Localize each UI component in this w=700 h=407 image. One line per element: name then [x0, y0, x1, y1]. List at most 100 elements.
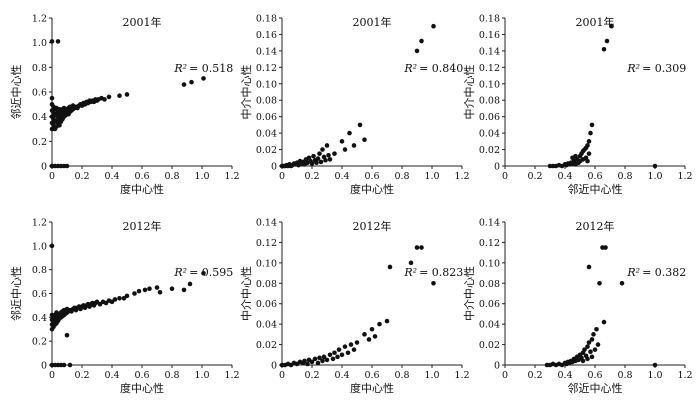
data-point — [181, 287, 187, 293]
panel-title: 2001年 — [123, 15, 162, 29]
data-point — [136, 288, 142, 294]
data-point — [347, 130, 352, 136]
data-point — [305, 361, 310, 367]
data-point — [147, 286, 152, 292]
data-point — [142, 287, 148, 293]
data-point — [201, 76, 206, 81]
data-point — [586, 264, 592, 270]
data-point — [354, 340, 360, 345]
y-tick-label: 0.10 — [479, 79, 500, 90]
data-point — [124, 92, 130, 97]
data-point — [377, 321, 382, 327]
data-point — [604, 38, 610, 44]
y-tick-label: 0.04 — [256, 129, 277, 140]
x-tick-label: 0.2 — [74, 171, 89, 182]
y-tick-label: 0.08 — [256, 96, 277, 107]
r-squared-value: = 0.840 — [419, 62, 463, 75]
data-point — [61, 362, 67, 368]
data-point — [112, 297, 118, 302]
x-tick-label: 0.8 — [617, 370, 632, 381]
data-point — [332, 151, 337, 156]
data-point — [591, 332, 596, 337]
data-point — [362, 332, 367, 337]
x-tick-label: 0.2 — [527, 171, 542, 182]
data-point — [588, 130, 593, 136]
data-point — [603, 245, 608, 250]
data-point — [652, 163, 658, 169]
y-axis-label: 中介中心性 — [462, 266, 476, 321]
y-tick-label: 0.14 — [256, 218, 277, 229]
data-point — [321, 354, 327, 360]
data-point — [55, 39, 61, 44]
data-point — [67, 362, 73, 368]
x-tick-label: 0.4 — [334, 370, 349, 381]
data-point — [201, 270, 206, 276]
y-tick-label: 0.08 — [479, 96, 500, 107]
x-tick-label: 1.0 — [424, 370, 439, 381]
data-point — [431, 23, 436, 29]
panel-title: 2012年 — [353, 219, 392, 233]
data-point — [597, 280, 602, 286]
x-tick-label: 0 — [49, 370, 55, 381]
r-squared-symbol: R² — [626, 266, 640, 279]
y-tick-label: 0.8 — [32, 63, 47, 74]
scatter-panel-1: 0 0.2 0.4 0.6 0.8 1.0 1.2 0 0.2 0.4 0.6 0.8 1.0 1.2 度中… — [9, 14, 240, 197]
data-point — [49, 243, 55, 249]
scatter-panel-6: 0 0.2 0.4 0.6 0.8 1.0 1.2 0 0.02 0.04 0.06 0.08 0.10… — [462, 218, 693, 396]
r-squared-annotation: R² = 0.382 — [626, 266, 686, 279]
y-tick-label: 0.14 — [479, 46, 500, 57]
y-tick-label: 0.6 — [32, 289, 47, 300]
data-point — [320, 147, 325, 152]
y-tick-label: 0.06 — [256, 299, 277, 310]
data-point — [57, 123, 62, 128]
data-point — [351, 143, 357, 148]
x-tick-label: 0.6 — [134, 370, 149, 381]
data-point — [357, 122, 363, 128]
data-point — [102, 97, 107, 102]
y-tick-label: 0.18 — [479, 14, 500, 25]
x-axis-label: 邻近中心性 — [568, 182, 623, 196]
x-tick-label: 0.2 — [304, 370, 319, 381]
panel-title: 2001年 — [353, 15, 392, 29]
y-tick-label: 0 — [41, 162, 47, 173]
y-tick-label: 1.0 — [32, 241, 47, 252]
panel-title: 2012年 — [123, 219, 162, 233]
data-point — [592, 347, 598, 352]
data-point — [585, 356, 590, 362]
r-squared-symbol: R² — [173, 266, 187, 279]
data-point — [330, 356, 336, 362]
data-point — [132, 291, 137, 296]
data-point — [336, 347, 342, 352]
data-point — [348, 342, 354, 347]
panel-title: 2012年 — [576, 219, 615, 233]
data-point — [582, 347, 587, 352]
data-point — [586, 340, 592, 345]
data-point — [339, 139, 345, 144]
y-tick-label: 0.06 — [479, 112, 500, 123]
y-axis-label: 中介中心性 — [239, 266, 253, 321]
y-tick-label: 0.2 — [32, 337, 47, 348]
data-point — [154, 285, 160, 290]
data-point — [64, 332, 70, 338]
x-axis-label: 度中心性 — [350, 381, 394, 395]
y-tick-label: 0.4 — [32, 313, 47, 324]
data-point — [106, 94, 112, 100]
x-tick-label: 1.2 — [224, 171, 239, 182]
y-tick-label: 0.08 — [479, 279, 500, 290]
y-axis-label: 中介中心性 — [462, 65, 476, 120]
data-point — [326, 153, 331, 158]
data-point — [583, 145, 589, 151]
r-squared-value: = 0.382 — [642, 266, 686, 279]
x-tick-label: 0 — [279, 370, 285, 381]
x-tick-label: 0 — [502, 171, 508, 182]
y-tick-label: 0.02 — [256, 340, 277, 351]
x-tick-label: 0 — [49, 171, 55, 182]
r-squared-annotation: R² = 0.518 — [173, 62, 233, 75]
data-point — [187, 281, 193, 287]
data-point — [414, 245, 420, 250]
x-tick-label: 1.2 — [677, 370, 692, 381]
data-point — [372, 334, 378, 339]
r-squared-value: = 0.518 — [189, 62, 233, 75]
x-tick-label: 0.6 — [364, 171, 379, 182]
